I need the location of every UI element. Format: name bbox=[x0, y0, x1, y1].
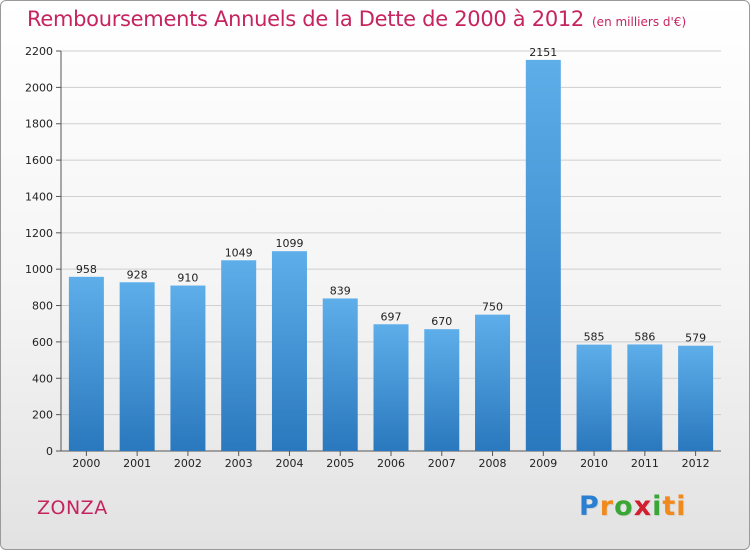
y-tick-label: 1000 bbox=[25, 263, 53, 276]
y-tick-label: 400 bbox=[32, 372, 53, 385]
y-tick-label: 2000 bbox=[25, 81, 53, 94]
data-label-2012: 579 bbox=[685, 332, 706, 345]
x-tick-label-2000: 2000 bbox=[72, 457, 100, 470]
data-labels: 958 928 910 1049 1099 839 697 670 750 2151 585 586 5… bbox=[76, 46, 706, 345]
y-tick-label: 1800 bbox=[25, 118, 53, 131]
data-label-2003: 1049 bbox=[225, 246, 253, 259]
x-tick-label-2001: 2001 bbox=[123, 457, 151, 470]
data-label-2009: 2151 bbox=[529, 46, 557, 59]
x-tick-label-2002: 2002 bbox=[174, 457, 202, 470]
y-tick-label: 1400 bbox=[25, 190, 53, 203]
chart-title-text: Remboursements Annuels de la Dette de 20… bbox=[27, 7, 584, 31]
y-tick-label: 600 bbox=[32, 336, 53, 349]
x-tick-label-2010: 2010 bbox=[580, 457, 608, 470]
x-tick-label-2007: 2007 bbox=[428, 457, 456, 470]
bar-2011 bbox=[627, 344, 663, 451]
y-tick-label: 800 bbox=[32, 300, 53, 313]
x-tick-label-2003: 2003 bbox=[225, 457, 253, 470]
chart-title: Remboursements Annuels de la Dette de 20… bbox=[27, 7, 686, 31]
axes: 0 200 400 600 800 1000 1200 1400 1600 1800 2000 220… bbox=[25, 45, 721, 470]
y-tick-label: 200 bbox=[32, 409, 53, 422]
y-tick-label: 0 bbox=[46, 445, 53, 458]
bar-2002 bbox=[170, 285, 206, 451]
y-tick-label: 1600 bbox=[25, 154, 53, 167]
bar-2007 bbox=[424, 329, 460, 451]
data-label-2001: 928 bbox=[127, 268, 148, 281]
bars bbox=[68, 59, 714, 452]
x-tick-label-2009: 2009 bbox=[529, 457, 557, 470]
bar-2008 bbox=[475, 314, 511, 451]
data-label-2005: 839 bbox=[330, 284, 351, 297]
chart-subtitle: (en milliers d'€) bbox=[592, 15, 687, 29]
bar-2004 bbox=[271, 251, 307, 451]
bar-2001 bbox=[119, 282, 155, 451]
bar-2010 bbox=[576, 344, 612, 451]
y-tick-label: 1200 bbox=[25, 227, 53, 240]
bar-2005 bbox=[322, 298, 358, 451]
data-label-2006: 697 bbox=[381, 310, 402, 323]
data-label-2004: 1099 bbox=[275, 237, 303, 250]
x-tick-label-2005: 2005 bbox=[326, 457, 354, 470]
bar-2000 bbox=[68, 276, 104, 451]
y-tick-label: 2200 bbox=[25, 45, 53, 58]
data-label-2002: 910 bbox=[177, 272, 198, 285]
data-label-2008: 750 bbox=[482, 301, 503, 314]
bar-2009 bbox=[525, 59, 561, 452]
bar-2012 bbox=[678, 345, 714, 451]
town-name: ZONZA bbox=[37, 497, 108, 519]
x-tick-label-2012: 2012 bbox=[682, 457, 710, 470]
x-tick-label-2011: 2011 bbox=[631, 457, 659, 470]
data-label-2000: 958 bbox=[76, 263, 97, 276]
x-tick-label-2004: 2004 bbox=[275, 457, 303, 470]
x-tick-label-2006: 2006 bbox=[377, 457, 405, 470]
proxiti-logo: Proxiti bbox=[579, 491, 687, 522]
data-label-2007: 670 bbox=[431, 315, 452, 328]
bar-2006 bbox=[373, 324, 409, 451]
bar-2003 bbox=[221, 260, 257, 451]
x-tick-label-2008: 2008 bbox=[479, 457, 507, 470]
data-label-2011: 586 bbox=[634, 330, 655, 343]
data-label-2010: 585 bbox=[584, 331, 605, 344]
